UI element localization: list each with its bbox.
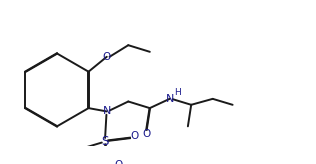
Text: O: O (103, 52, 111, 62)
Text: N: N (103, 106, 111, 116)
Text: O: O (143, 129, 151, 139)
Text: O: O (131, 131, 139, 141)
Text: S: S (101, 135, 109, 148)
Text: O: O (114, 160, 123, 164)
Text: N: N (166, 94, 174, 104)
Text: H: H (174, 88, 181, 97)
